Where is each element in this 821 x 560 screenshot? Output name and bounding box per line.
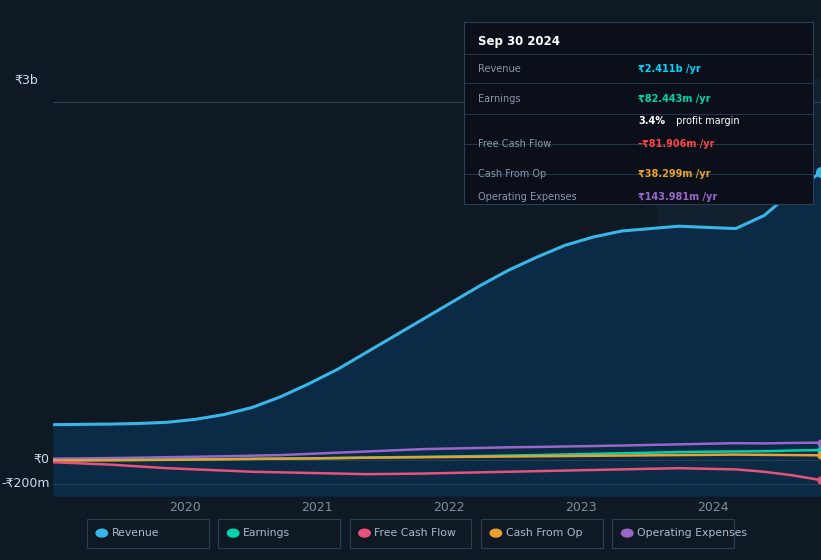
Text: Free Cash Flow: Free Cash Flow: [478, 139, 551, 150]
Text: ₹2.411b /yr: ₹2.411b /yr: [639, 64, 701, 74]
Text: Cash From Op: Cash From Op: [478, 169, 546, 179]
Bar: [658, 78, 821, 496]
Text: profit margin: profit margin: [673, 116, 740, 125]
Text: Sep 30 2024: Sep 30 2024: [478, 35, 560, 48]
Text: Earnings: Earnings: [243, 528, 290, 538]
Text: Operating Expenses: Operating Expenses: [637, 528, 747, 538]
Text: Revenue: Revenue: [112, 528, 159, 538]
Text: Revenue: Revenue: [478, 64, 521, 74]
Text: Cash From Op: Cash From Op: [506, 528, 582, 538]
Text: -₹81.906m /yr: -₹81.906m /yr: [639, 139, 715, 150]
Text: Earnings: Earnings: [478, 94, 521, 104]
Text: Free Cash Flow: Free Cash Flow: [374, 528, 456, 538]
Text: -₹200m: -₹200m: [1, 477, 49, 490]
Text: ₹143.981m /yr: ₹143.981m /yr: [639, 192, 718, 202]
Text: Operating Expenses: Operating Expenses: [478, 192, 576, 202]
Text: ₹82.443m /yr: ₹82.443m /yr: [639, 94, 711, 104]
Text: ₹38.299m /yr: ₹38.299m /yr: [639, 169, 711, 179]
Text: ₹3b: ₹3b: [15, 74, 39, 87]
Text: ₹0: ₹0: [34, 454, 49, 466]
Text: 3.4%: 3.4%: [639, 116, 665, 125]
